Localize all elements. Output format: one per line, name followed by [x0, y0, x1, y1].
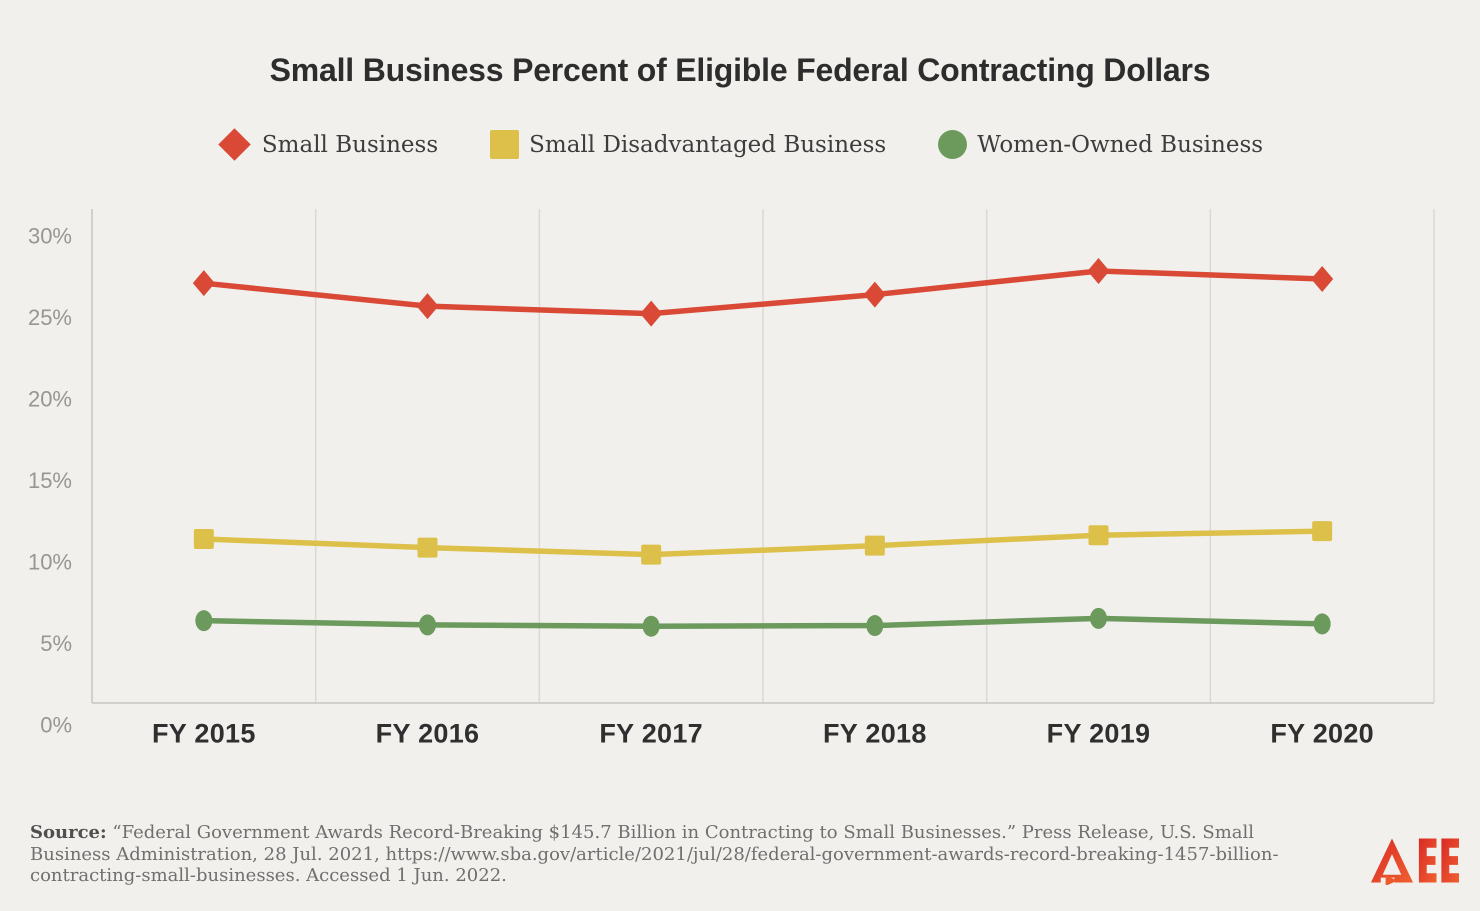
data-point-women-owned-business	[419, 614, 436, 636]
legend-label: Small Disadvantaged Business	[529, 131, 887, 158]
x-axis-category-label: FY 2015	[152, 719, 256, 749]
logo-letter-a	[1370, 838, 1414, 883]
y-axis-tick-label: 15%	[28, 468, 72, 493]
data-point-small-business	[192, 270, 215, 297]
y-axis-tick-label: 25%	[28, 305, 72, 330]
data-point-small-disadvantaged-business	[1312, 521, 1333, 542]
legend-item-small-disadvantaged-business: Small Disadvantaged Business	[490, 130, 886, 159]
y-axis-tick-label: 10%	[28, 549, 72, 574]
data-point-women-owned-business	[642, 615, 660, 637]
data-point-small-disadvantaged-business	[193, 528, 214, 549]
legend-item-small-business: Small Business	[217, 128, 439, 161]
y-axis-tick-label: 30%	[28, 223, 72, 248]
x-axis-category-label: FY 2020	[1270, 719, 1374, 749]
series-line-small-business	[203, 268, 1323, 317]
women-owned-business-circle-icon	[938, 130, 968, 159]
legend-label: Women-Owned Business	[977, 131, 1264, 158]
chart-legend: Small Business Small Disadvantaged Busine…	[0, 128, 1480, 161]
data-point-small-disadvantaged-business	[641, 544, 662, 565]
data-point-women-owned-business	[866, 615, 884, 637]
y-axis-tick-label: 20%	[28, 386, 72, 411]
y-axis-tick-label: 5%	[40, 631, 72, 656]
source-text: “Federal Government Awards Record-Breaki…	[30, 822, 1279, 886]
data-point-women-owned-business	[1313, 613, 1331, 635]
data-point-small-disadvantaged-business	[417, 537, 438, 558]
series-line-small-disadvantaged-business	[203, 528, 1323, 558]
y-axis-tick-label: 0%	[40, 713, 72, 738]
x-axis-category-label: FY 2017	[599, 719, 703, 749]
data-point-women-owned-business	[195, 610, 213, 632]
data-point-small-business	[640, 300, 663, 327]
x-axis-category-label: FY 2019	[1047, 719, 1151, 749]
legend-item-women-owned-business: Women-Owned Business	[938, 130, 1263, 159]
small-disadvantaged-business-square-icon	[490, 130, 520, 159]
source-label: Source:	[30, 822, 107, 843]
x-axis-category-label: FY 2016	[376, 719, 480, 749]
aee-logo	[1370, 838, 1459, 885]
data-point-small-disadvantaged-business	[1088, 525, 1109, 546]
data-point-women-owned-business	[1090, 607, 1107, 629]
series-line-women-owned-business	[203, 615, 1323, 629]
source-note: Source: “Federal Government Awards Recor…	[30, 822, 1282, 887]
legend-label: Small Business	[261, 131, 439, 158]
data-point-small-business	[863, 281, 886, 308]
data-point-small-business	[1311, 265, 1334, 292]
data-point-small-disadvantaged-business	[864, 535, 885, 556]
logo-letter-e	[1418, 838, 1437, 883]
x-axis-category-label: FY 2018	[823, 719, 927, 749]
logo-arrow-icon	[1385, 875, 1398, 885]
chart-title: Small Business Percent of Eligible Feder…	[269, 52, 1211, 88]
data-point-small-business	[416, 293, 439, 320]
data-point-small-business	[1087, 257, 1110, 284]
logo-letter-e2	[1441, 838, 1459, 883]
